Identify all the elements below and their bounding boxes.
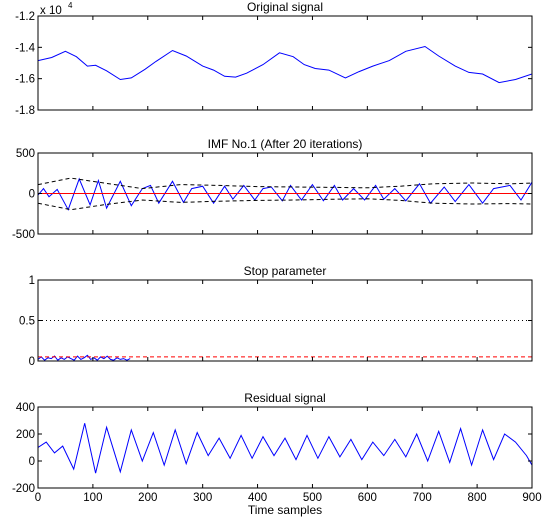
series-group (38, 423, 532, 474)
x-tick-label: 500 (303, 492, 322, 504)
x-tick-label: 900 (522, 492, 541, 504)
y-tick-label: 0 (29, 456, 35, 468)
y-tick-label: -1.8 (15, 105, 35, 117)
signal-line (38, 423, 532, 474)
y-tick-label: -200 (12, 483, 35, 495)
panel-title: Stop parameter (244, 264, 327, 278)
x-tick-label: 800 (468, 492, 487, 504)
series-group (38, 177, 532, 211)
x-tick-label: 100 (83, 492, 102, 504)
panel-title: Original signal (247, 0, 323, 14)
x-tick-label: 0 (35, 492, 41, 504)
x-tick-label: 400 (248, 492, 267, 504)
axes-frame (37, 15, 533, 111)
chart-panel-2: IMF No.1 (After 20 iterations) 500 0 -500 (12, 137, 533, 241)
series-group (38, 45, 532, 84)
x-tick-label: 300 (193, 492, 212, 504)
y-tick-label: 0 (29, 189, 35, 201)
y-tick-label: -500 (12, 229, 35, 241)
panel-title: Residual signal (244, 391, 325, 405)
x-tick-label: 700 (413, 492, 432, 504)
y-tick-label: -1.4 (15, 42, 35, 54)
y-tick-label: 500 (16, 148, 35, 160)
y-tick-label: 400 (16, 402, 35, 414)
signal-line (38, 177, 532, 211)
y-tick-label: -1.2 (15, 11, 35, 23)
envelope-line (38, 177, 532, 190)
x-tick-label: 200 (138, 492, 157, 504)
envelope-line (38, 198, 532, 211)
y-exponent-label: x 10 (40, 5, 62, 17)
y-tick-label: 1 (29, 275, 35, 287)
y-tick-label: -1.6 (15, 74, 35, 86)
y-tick-label: 200 (16, 429, 35, 441)
y-tick-label: 0 (29, 356, 35, 368)
stop-parameter-line (38, 354, 131, 361)
axes-frame (37, 279, 533, 362)
chart-panel-3: Stop parameter 1 0.5 0 (19, 264, 533, 368)
panel-title: IMF No.1 (After 20 iterations) (208, 137, 363, 151)
signal-line (38, 45, 532, 84)
series-group (38, 320, 532, 361)
y-tick-label: 0.5 (19, 316, 35, 328)
y-exponent-power: 4 (68, 1, 73, 10)
x-tick-label: 600 (358, 492, 377, 504)
axes-frame (37, 406, 533, 489)
chart-panel-1: Original signal -1.2 -1.4 -1.6 -1.8 x 10 4 (15, 0, 533, 117)
x-axis-label: Time samples (248, 503, 322, 517)
